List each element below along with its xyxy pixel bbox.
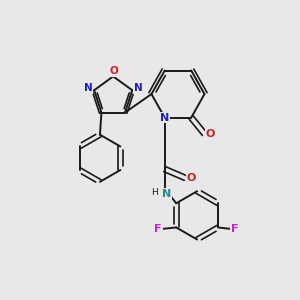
Text: O: O (187, 173, 196, 183)
Text: O: O (110, 66, 118, 76)
Text: O: O (206, 129, 215, 139)
Text: N: N (160, 112, 169, 123)
Text: N: N (162, 189, 171, 199)
Text: F: F (154, 224, 162, 234)
Text: F: F (231, 224, 238, 234)
Text: N: N (84, 83, 93, 93)
Text: H: H (151, 188, 158, 196)
Text: N: N (134, 83, 142, 93)
